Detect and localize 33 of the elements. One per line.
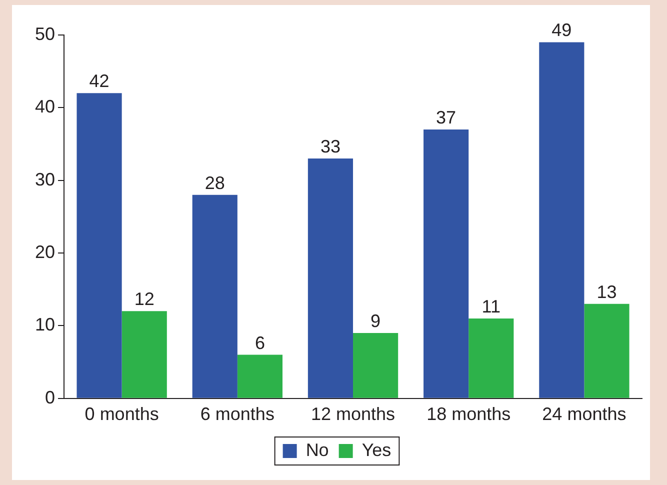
- bar: [308, 158, 354, 398]
- bar: [237, 354, 282, 398]
- y-tick-label: 30: [34, 169, 56, 190]
- data-label: 12: [134, 289, 154, 310]
- y-tick-label: 40: [34, 96, 56, 117]
- data-label: 13: [596, 282, 617, 302]
- y-tick-label: 20: [34, 242, 56, 262]
- bar: [192, 194, 238, 398]
- data-label: 42: [89, 71, 110, 92]
- bar: [468, 318, 514, 398]
- bar: [424, 129, 469, 398]
- x-tick-label: 0 months: [84, 404, 159, 424]
- data-label: 11: [482, 296, 500, 316]
- data-label: 49: [552, 20, 572, 40]
- x-tick-label: 18 months: [426, 404, 511, 424]
- bar: [76, 93, 122, 398]
- bar: [122, 311, 167, 398]
- y-tick-label: 50: [34, 24, 56, 44]
- x-tick-label: 12 months: [310, 404, 396, 424]
- legend-label: Yes: [362, 440, 392, 460]
- x-tick-label: 24 months: [542, 404, 626, 424]
- data-label: 6: [254, 332, 265, 353]
- data-label: 37: [436, 107, 456, 128]
- data-label: 28: [204, 172, 225, 193]
- legend-label: No: [306, 440, 329, 460]
- y-tick-label: 0: [45, 387, 56, 408]
- y-tick-label: 10: [34, 314, 56, 335]
- data-label: 9: [370, 310, 381, 331]
- data-label: 33: [320, 136, 340, 157]
- bar: [539, 42, 584, 398]
- x-tick-label: 6 months: [200, 404, 274, 424]
- bar: [584, 304, 630, 398]
- bar: [353, 332, 398, 398]
